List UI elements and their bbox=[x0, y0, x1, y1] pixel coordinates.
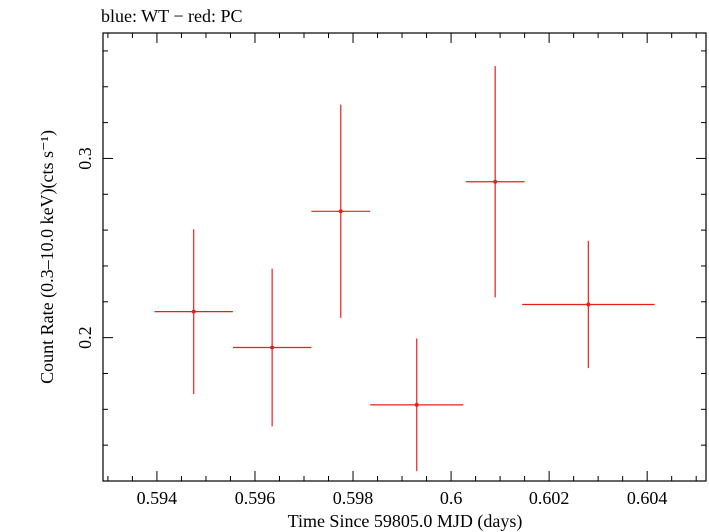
y-tick-label: 0.3 bbox=[75, 147, 95, 170]
x-axis-ticks bbox=[107, 33, 697, 481]
data-point bbox=[154, 229, 233, 395]
x-tick-label: 0.596 bbox=[235, 488, 276, 508]
point-marker bbox=[338, 209, 343, 214]
point-marker bbox=[414, 402, 419, 407]
point-marker bbox=[586, 302, 591, 307]
data-point bbox=[232, 268, 312, 427]
point-marker bbox=[191, 309, 196, 314]
y-tick-label: 0.2 bbox=[75, 326, 95, 349]
x-tick-label: 0.598 bbox=[333, 488, 374, 508]
point-marker bbox=[270, 345, 275, 350]
data-point bbox=[311, 104, 371, 318]
x-tick-label: 0.604 bbox=[627, 488, 668, 508]
x-axis-tick-labels: 0.594 0.596 0.598 0.6 0.602 0.604 bbox=[137, 488, 668, 508]
x-tick-label: 0.6 bbox=[440, 488, 463, 508]
data-point bbox=[370, 338, 464, 472]
y-axis-label: Count Rate (0.3–10.0 keV)(cts s⁻¹) bbox=[37, 130, 58, 384]
data-point bbox=[465, 66, 525, 298]
point-marker bbox=[493, 179, 498, 184]
chart-title: blue: WT − red: PC bbox=[101, 6, 242, 26]
data-points bbox=[154, 66, 655, 472]
y-axis-tick-labels: 0.2 0.3 bbox=[75, 147, 95, 349]
x-tick-label: 0.602 bbox=[529, 488, 570, 508]
data-point bbox=[522, 240, 655, 369]
x-tick-label: 0.594 bbox=[137, 488, 178, 508]
x-axis-label: Time Since 59805.0 MJD (days) bbox=[288, 511, 523, 532]
y-axis-ticks bbox=[103, 50, 706, 482]
plot-frame bbox=[102, 32, 707, 482]
